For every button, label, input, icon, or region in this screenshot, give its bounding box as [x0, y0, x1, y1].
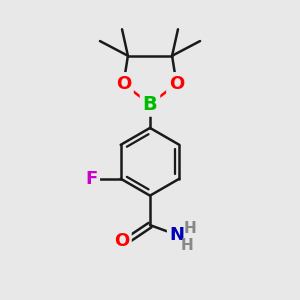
Text: O: O [169, 75, 184, 93]
Text: B: B [142, 95, 158, 114]
Text: N: N [169, 226, 184, 244]
Text: O: O [114, 232, 129, 250]
Text: H: H [180, 238, 193, 253]
Text: H: H [184, 221, 197, 236]
Text: F: F [85, 170, 98, 188]
Text: O: O [116, 75, 131, 93]
